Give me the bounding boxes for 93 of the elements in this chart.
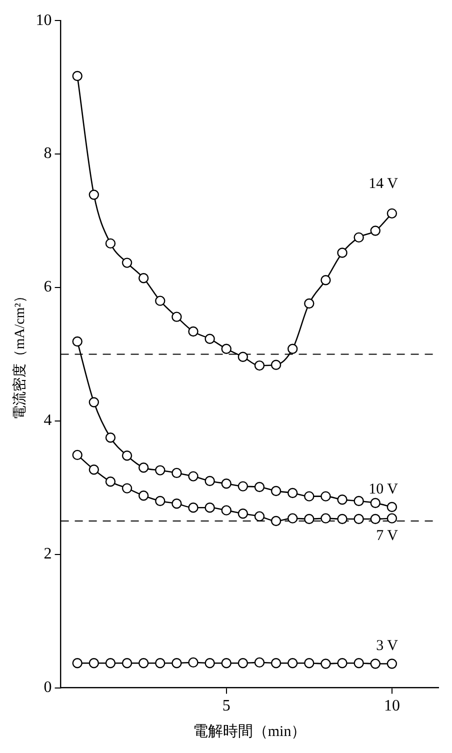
point bbox=[221, 344, 232, 354]
point bbox=[270, 516, 282, 526]
point bbox=[221, 478, 232, 489]
point bbox=[288, 658, 298, 668]
point bbox=[88, 464, 100, 475]
point bbox=[122, 450, 132, 461]
point bbox=[370, 226, 380, 236]
point bbox=[188, 502, 198, 513]
point bbox=[138, 462, 149, 473]
y-tick-label: 8 bbox=[44, 145, 52, 162]
point bbox=[254, 657, 265, 668]
point bbox=[188, 326, 198, 337]
series-label: 3 V bbox=[376, 638, 398, 654]
point bbox=[337, 248, 348, 258]
point bbox=[386, 658, 398, 669]
point bbox=[72, 450, 82, 460]
point bbox=[354, 496, 364, 506]
series-label: 7 V bbox=[376, 528, 398, 544]
point bbox=[105, 476, 116, 487]
y-tick-label: 6 bbox=[44, 278, 52, 296]
point bbox=[254, 360, 265, 371]
point bbox=[320, 275, 331, 286]
point bbox=[105, 238, 116, 249]
point bbox=[72, 658, 82, 668]
point bbox=[304, 514, 314, 524]
point bbox=[370, 514, 380, 524]
point bbox=[88, 397, 100, 408]
point bbox=[370, 498, 380, 508]
point bbox=[188, 657, 198, 668]
point bbox=[238, 508, 248, 519]
y-tick-label: 10 bbox=[36, 12, 52, 29]
point bbox=[354, 514, 364, 524]
point bbox=[320, 513, 331, 524]
y-tick-label: 2 bbox=[44, 546, 52, 563]
x-axis-title: 電解時間（min） bbox=[192, 722, 306, 740]
point bbox=[221, 658, 232, 668]
point bbox=[88, 658, 100, 668]
point bbox=[288, 488, 298, 498]
point bbox=[320, 491, 331, 502]
y-tick-label: 0 bbox=[44, 679, 52, 696]
point bbox=[204, 658, 215, 668]
series-label: 14 V bbox=[368, 176, 398, 192]
point bbox=[155, 496, 166, 506]
point bbox=[386, 502, 398, 512]
point bbox=[172, 312, 182, 322]
point bbox=[238, 352, 248, 362]
point bbox=[386, 208, 398, 219]
point bbox=[254, 511, 265, 522]
point bbox=[337, 494, 348, 505]
point bbox=[138, 658, 149, 668]
point bbox=[105, 432, 116, 443]
point bbox=[354, 232, 364, 243]
point bbox=[88, 190, 100, 200]
point bbox=[204, 476, 215, 486]
point bbox=[320, 658, 331, 669]
point bbox=[122, 483, 132, 494]
y-tick-label: 4 bbox=[44, 412, 52, 430]
series-label: 10 V bbox=[368, 481, 398, 498]
point bbox=[288, 513, 298, 524]
point bbox=[172, 468, 182, 478]
point bbox=[254, 482, 265, 492]
point bbox=[370, 658, 380, 669]
point bbox=[354, 658, 364, 668]
point bbox=[155, 465, 166, 476]
point bbox=[238, 658, 248, 668]
point bbox=[288, 344, 298, 354]
point bbox=[270, 360, 282, 370]
point bbox=[337, 658, 348, 668]
point bbox=[122, 258, 132, 268]
point bbox=[155, 296, 166, 306]
point bbox=[204, 334, 215, 344]
point bbox=[138, 273, 149, 284]
point bbox=[386, 513, 398, 524]
x-tick-label: 5 bbox=[222, 698, 230, 715]
point bbox=[304, 491, 314, 502]
point bbox=[304, 298, 314, 309]
point bbox=[138, 490, 149, 501]
point bbox=[270, 486, 282, 496]
point bbox=[105, 658, 116, 668]
point bbox=[270, 658, 282, 668]
point bbox=[72, 70, 82, 82]
point bbox=[304, 658, 314, 668]
point bbox=[72, 336, 82, 347]
point bbox=[155, 658, 166, 668]
point bbox=[204, 502, 215, 513]
y-axis-title: 電流密度（mA/cm²） bbox=[12, 289, 28, 420]
point bbox=[337, 514, 348, 524]
point bbox=[172, 498, 182, 509]
point bbox=[122, 658, 132, 668]
point bbox=[172, 658, 182, 668]
point bbox=[238, 481, 248, 492]
point bbox=[188, 471, 198, 482]
point bbox=[221, 505, 232, 516]
